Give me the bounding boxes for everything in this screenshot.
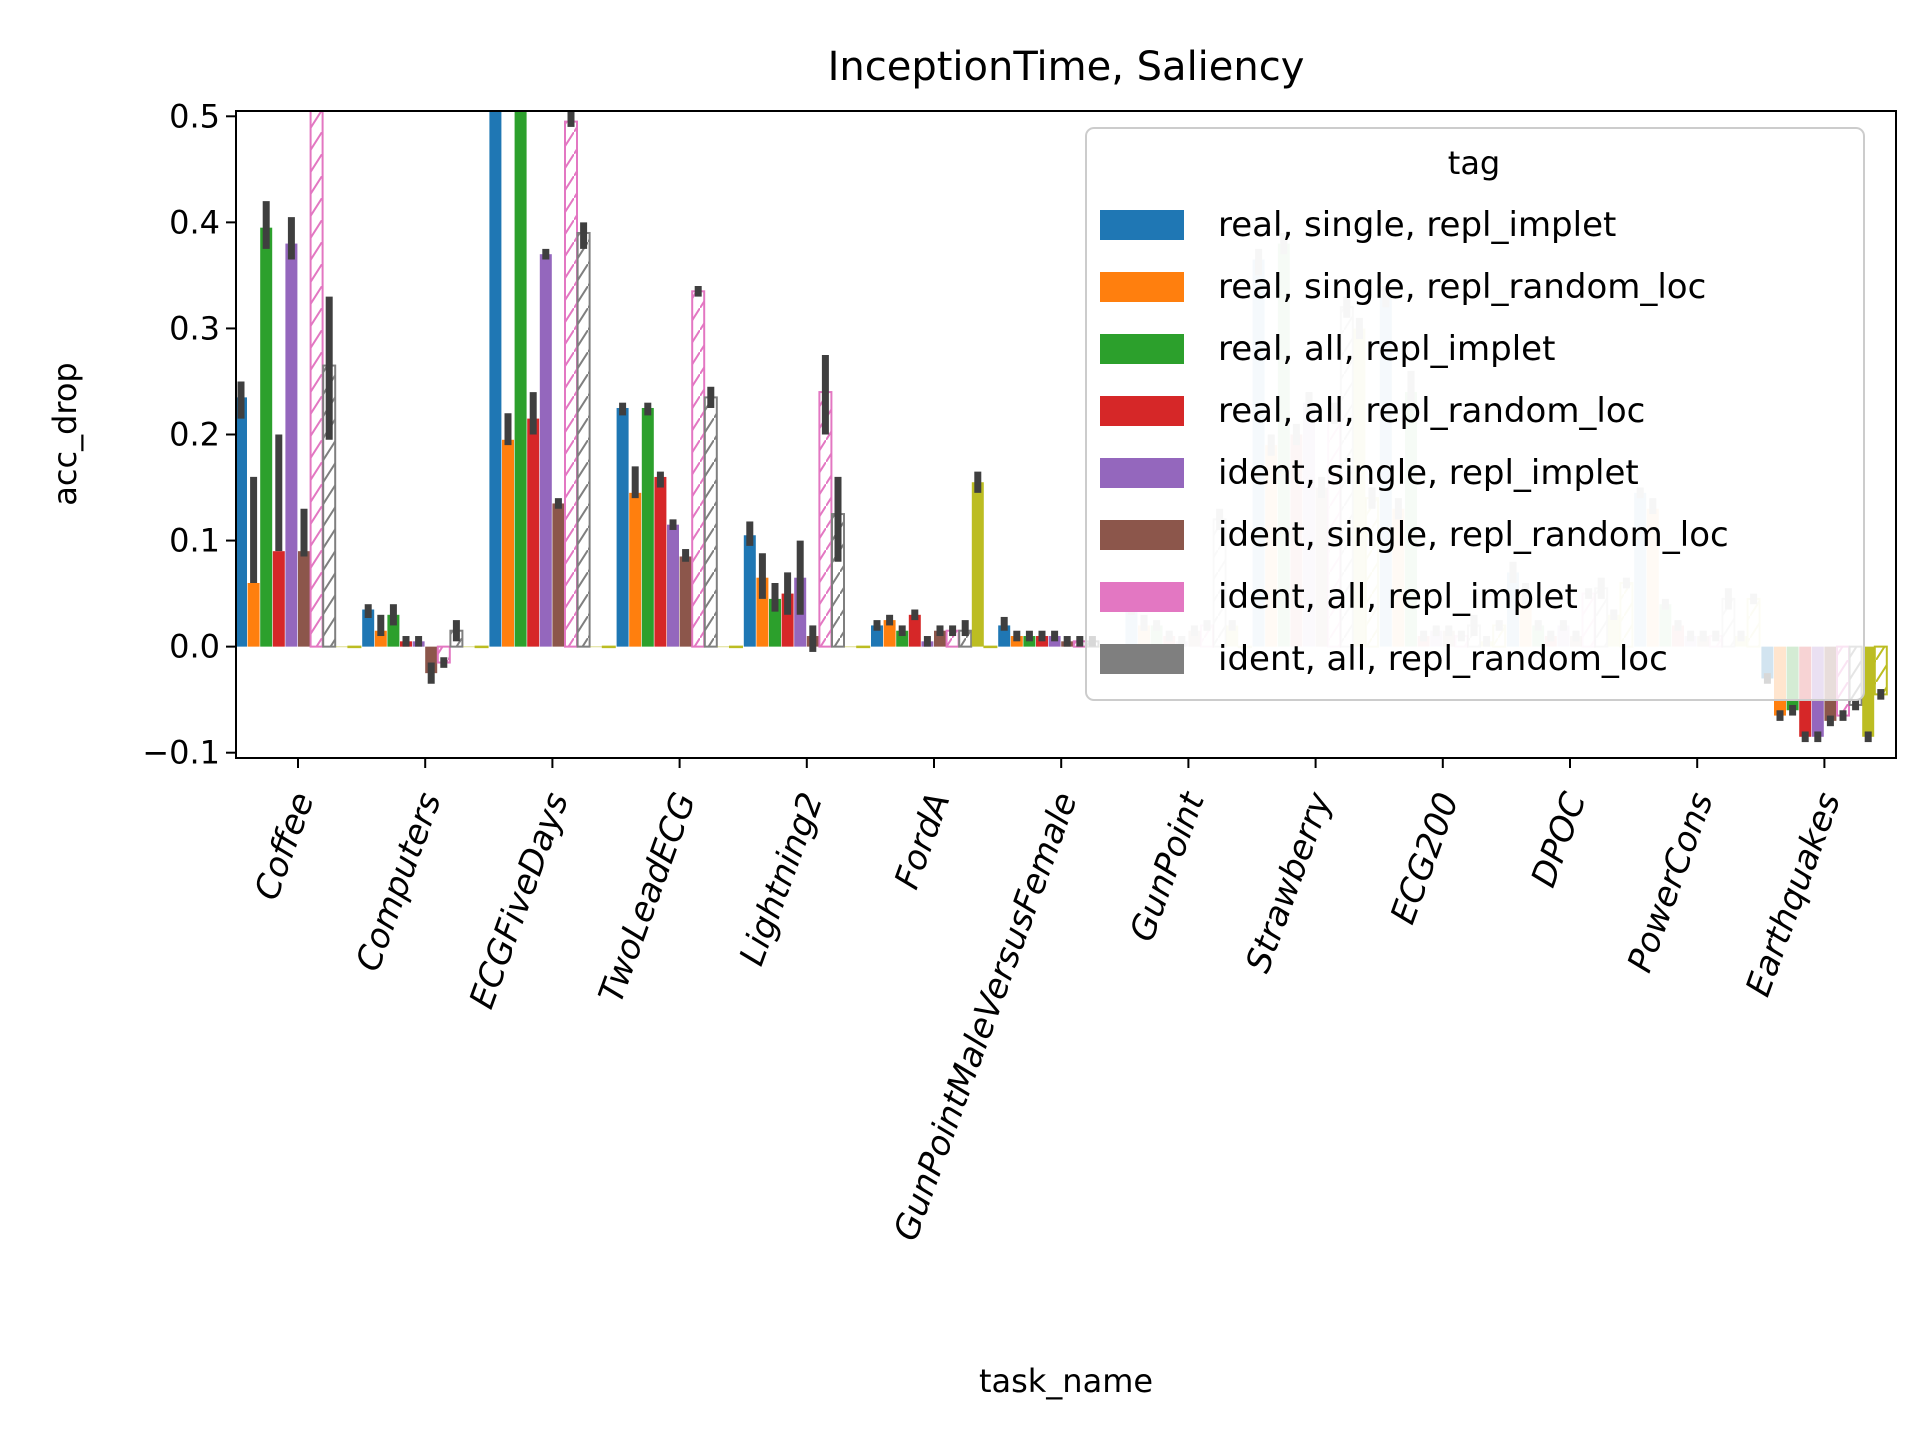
bar-unnamed-8-lightning2 — [844, 646, 857, 648]
y-tick-label: −0.1 — [142, 734, 220, 772]
legend-label: ident, single, repl_implet — [1218, 453, 1639, 493]
bar-unnamed-8-ecgfivedays — [590, 646, 603, 648]
bar-real-single-repl-implet-ecgfivedays — [489, 111, 502, 647]
bar-unnamed-8-coffee — [335, 646, 348, 648]
legend-swatch — [1100, 582, 1184, 612]
bar-unnamed-9-ecgfivedays — [601, 645, 616, 649]
legend-box — [1085, 127, 1865, 701]
bar-unnamed-9-lightning2 — [856, 645, 871, 649]
bar-real-single-repl-random-loc-ecgfivedays — [502, 439, 514, 647]
y-tick-label: 0.0 — [169, 628, 220, 666]
bar-real-all-repl-implet-ecgfivedays — [514, 111, 527, 647]
legend-swatch — [1100, 520, 1184, 550]
bar-real-single-repl-implet-coffee — [236, 397, 247, 647]
bar-ident-all-repl-random-loc-ecgfivedays — [576, 231, 591, 648]
legend-swatch — [1100, 334, 1184, 364]
bar-real-single-repl-random-loc-forda — [883, 620, 896, 647]
bar-ident-all-repl-implet-coffee — [309, 111, 324, 648]
legend-label: real, all, repl_implet — [1218, 329, 1555, 369]
bar-real-all-repl-random-loc-coffee — [272, 551, 285, 647]
bar-real-all-repl-implet-coffee — [260, 227, 273, 647]
y-tick-label: 0.2 — [169, 416, 220, 454]
y-axis-title: acc_drop — [46, 362, 84, 505]
chart-title: InceptionTime, Saliency — [828, 44, 1305, 90]
legend-swatch — [1100, 396, 1184, 426]
legend-label: ident, single, repl_random_loc — [1218, 515, 1729, 555]
bar-unnamed-9-forda — [983, 645, 998, 649]
legend-swatch — [1100, 210, 1184, 240]
plot-frame — [235, 110, 1897, 759]
bar-ident-single-repl-implet-ecgfivedays — [539, 254, 552, 647]
bar-unnamed-9-coffee — [347, 645, 362, 649]
bar-ident-all-repl-implet-ecgfivedays — [564, 120, 578, 648]
bar-unnamed-8-computers — [463, 646, 475, 648]
bar-real-all-repl-implet-twoleadecg — [641, 407, 654, 647]
bar-ident-single-repl-random-loc-ecgfivedays — [552, 503, 565, 647]
bar-ident-single-repl-random-loc-twoleadecg — [679, 556, 692, 647]
bar-real-single-repl-implet-lightning2 — [743, 535, 756, 647]
x-axis-title: task_name — [979, 1362, 1153, 1400]
legend-label: ident, all, repl_random_loc — [1218, 639, 1668, 679]
bar-ident-all-repl-implet-twoleadecg — [691, 290, 706, 648]
legend-swatch — [1100, 458, 1184, 488]
bar-real-all-repl-random-loc-ecgfivedays — [527, 418, 540, 647]
y-tick-label: 0.5 — [169, 97, 220, 135]
bar-unnamed-8-earthquakes — [1862, 646, 1875, 737]
bar-unnamed-9-twoleadecg — [729, 645, 743, 649]
bar-real-all-repl-random-loc-forda — [908, 614, 921, 647]
legend-label: ident, all, repl_implet — [1218, 577, 1578, 617]
legend-label: real, all, repl_random_loc — [1218, 391, 1645, 431]
bar-ident-single-repl-implet-twoleadecg — [667, 524, 679, 647]
bar-real-all-repl-random-loc-twoleadecg — [654, 476, 667, 647]
bar-real-single-repl-implet-forda — [871, 625, 883, 647]
bar-unnamed-9-computers — [474, 645, 489, 649]
legend: tag real, single, repl_implet real, singl… — [1085, 127, 1865, 701]
legend-label: real, single, repl_implet — [1218, 205, 1616, 245]
y-tick-label: 0.4 — [169, 203, 220, 241]
legend-title: tag — [1448, 144, 1500, 182]
legend-swatch — [1100, 272, 1184, 302]
y-axis: −0.1 0.0 0.1 0.2 0.3 0.4 0.5 — [142, 97, 236, 772]
bar-real-single-repl-random-loc-twoleadecg — [629, 492, 642, 647]
bar-unnamed-8-twoleadecg — [717, 646, 730, 648]
y-tick-label: 0.3 — [169, 309, 220, 347]
bar-real-single-repl-implet-twoleadecg — [616, 407, 629, 647]
bar-unnamed-8-forda — [971, 482, 984, 647]
bar-ident-single-repl-implet-coffee — [285, 243, 298, 647]
bar-real-single-repl-implet-computers — [362, 609, 375, 647]
bar-unnamed-9-earthquakes — [1873, 645, 1888, 696]
bar-real-single-repl-random-loc-coffee — [247, 582, 260, 647]
bar-ident-all-repl-random-loc-twoleadecg — [703, 396, 718, 648]
y-tick-label: 0.1 — [169, 522, 220, 560]
bar-ident-single-repl-random-loc-coffee — [298, 551, 310, 647]
bar-real-single-repl-implet-gunpointmaleversusfemale — [998, 625, 1011, 647]
legend-swatch — [1100, 644, 1184, 674]
legend-label: real, single, repl_random_loc — [1218, 267, 1706, 307]
